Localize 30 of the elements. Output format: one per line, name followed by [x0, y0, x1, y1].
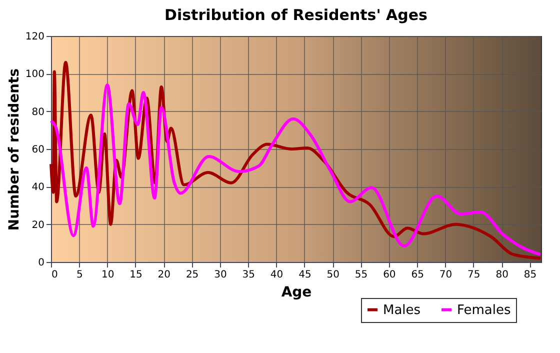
- x-tick-label: 30: [214, 270, 227, 280]
- legend-label: Females: [457, 302, 512, 318]
- y-tick-label: 80: [32, 106, 44, 118]
- y-tick-label: 0: [38, 258, 44, 268]
- x-tick-label: 80: [496, 270, 508, 280]
- y-tick-label: 60: [32, 144, 44, 156]
- x-tick-label: 75: [468, 270, 480, 280]
- x-tick-label: 45: [298, 270, 312, 280]
- x-tick-label: 15: [130, 270, 142, 280]
- x-tick-label: 5: [76, 270, 83, 280]
- y-tick-label: 20: [32, 220, 44, 231]
- y-tick-label: 40: [32, 182, 44, 194]
- y-axis-title: Number of residents: [6, 68, 22, 231]
- x-tick-label: 10: [101, 270, 114, 280]
- x-tick-label: 20: [158, 270, 171, 280]
- x-tick-label: 25: [186, 270, 199, 280]
- x-tick-label: 85: [524, 270, 537, 280]
- x-tick-label: 70: [439, 270, 452, 280]
- x-tick-label: 60: [383, 270, 396, 280]
- x-tick-label: 50: [326, 270, 340, 280]
- x-tick-label: 40: [270, 270, 284, 280]
- legend-label: Males: [383, 302, 421, 318]
- x-tick-label: 0: [52, 270, 58, 280]
- x-tick-label: 35: [242, 270, 255, 280]
- x-tick-label: 65: [411, 270, 424, 280]
- y-tick-label: 100: [25, 69, 44, 80]
- y-tick-label: 120: [25, 32, 44, 42]
- x-axis-title: Age: [281, 284, 312, 300]
- x-tick-label: 55: [354, 270, 368, 280]
- chart-title: Distribution of Residents' Ages: [164, 6, 428, 24]
